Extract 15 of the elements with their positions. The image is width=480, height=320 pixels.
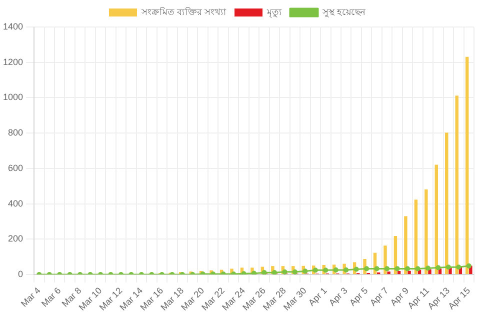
x-tick-label: Apr 7 xyxy=(368,285,390,308)
y-tick-label: 1000 xyxy=(2,92,24,102)
legend-label: সুস্থ হয়েছেন xyxy=(322,6,366,18)
y-tick-label: 200 xyxy=(8,234,24,244)
legend-label: সংক্রমিত ব্যক্তির সংখ্যা xyxy=(140,6,227,17)
x-tick-label: Apr 5 xyxy=(347,285,370,308)
y-tick-label: 1400 xyxy=(2,21,24,32)
y-tick-label: 400 xyxy=(8,198,24,208)
x-tick-label: Apr 3 xyxy=(326,285,350,308)
y-tick-label: 800 xyxy=(8,128,24,138)
y-tick-label: 0 xyxy=(18,269,24,280)
y-tick-label: 600 xyxy=(8,162,24,173)
y-tick-label: 1200 xyxy=(2,56,24,67)
legend-label: মৃত্যু xyxy=(266,6,282,18)
x-tick-label: Apr 1 xyxy=(306,285,329,308)
